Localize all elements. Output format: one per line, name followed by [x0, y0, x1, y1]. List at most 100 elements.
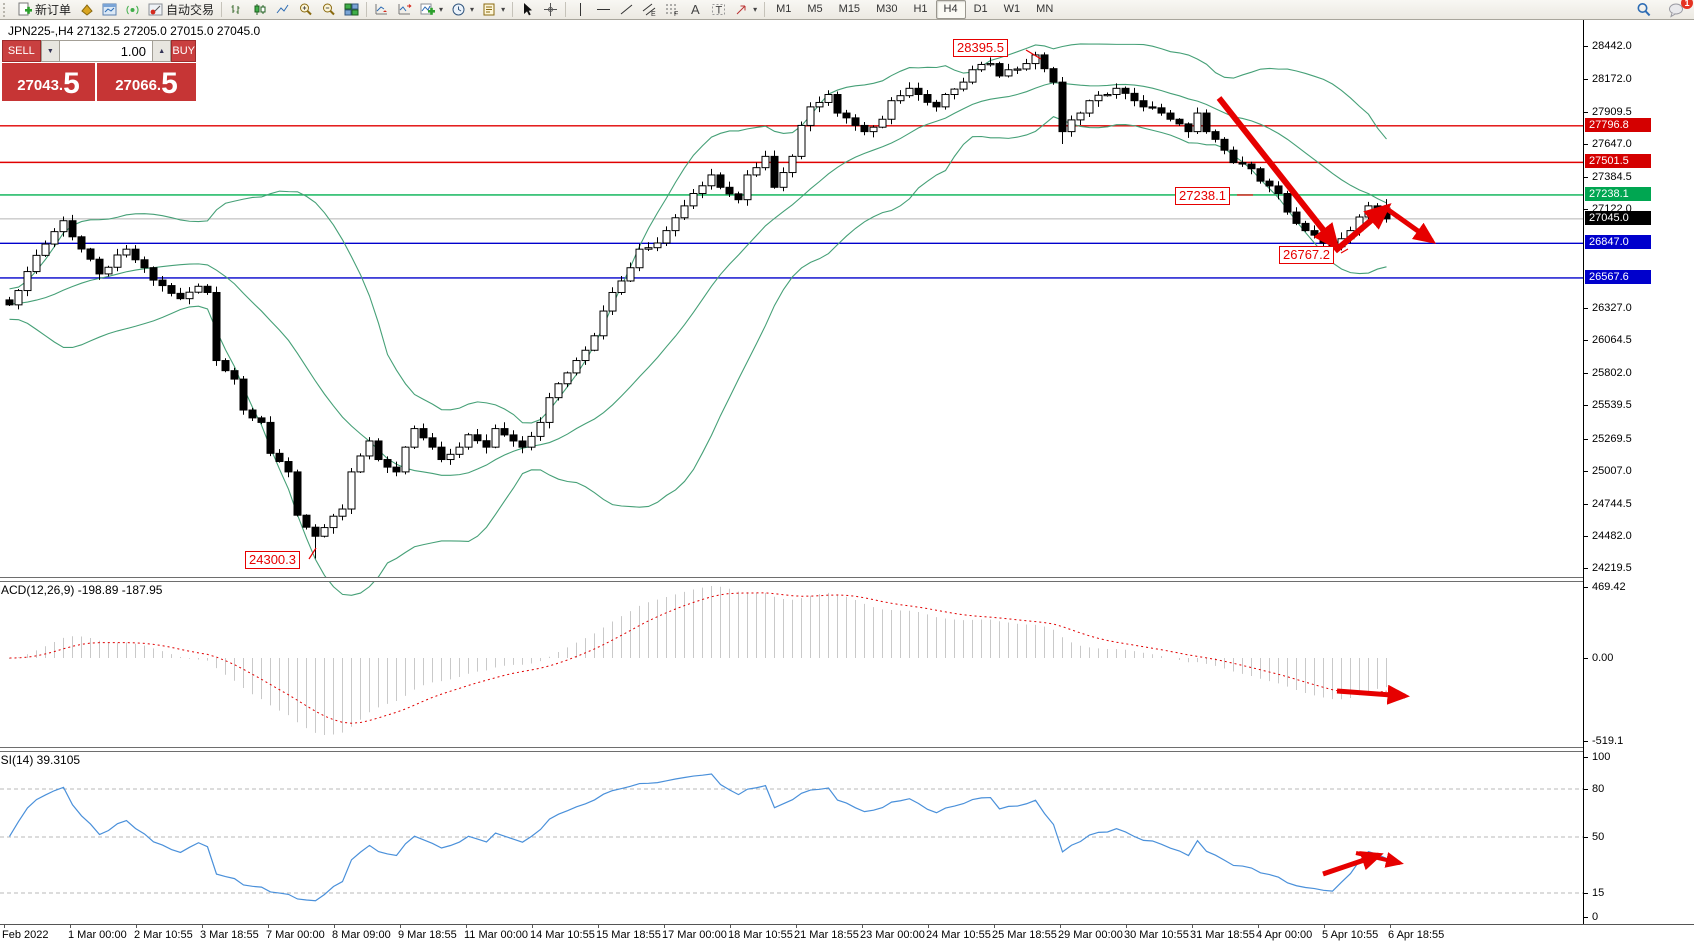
line-chart-button[interactable] — [271, 0, 294, 20]
new-order-button[interactable]: 新订单 — [13, 0, 75, 20]
macd-pane-separator[interactable] — [0, 577, 1694, 582]
timeframe-m15[interactable]: M15 — [838, 3, 861, 15]
cursor-icon — [524, 3, 533, 16]
crosshair-tool-button[interactable] — [539, 0, 562, 20]
candlestick-chart-button[interactable] — [248, 0, 271, 20]
level-axis-label: 26567.6 — [1585, 270, 1651, 284]
time-axis[interactable]: Feb 2022 1 Mar 00:00 2 Mar 10:55 3 Mar 18:5… — [0, 924, 1694, 944]
bear-candle — [275, 452, 284, 463]
timeframe-m5[interactable]: M5 — [807, 3, 823, 15]
macd-arrow — [1336, 684, 1410, 705]
bear-candle — [86, 248, 95, 260]
signals-button[interactable] — [121, 0, 144, 20]
text-label-icon: T — [712, 4, 726, 17]
styler-button[interactable] — [75, 0, 98, 20]
trendline-icon — [620, 4, 633, 15]
sell-price-display[interactable]: 27043. 5 — [2, 63, 95, 101]
bear-candle — [1121, 87, 1130, 94]
bull-candle — [635, 248, 644, 269]
auto-scroll-icon — [375, 4, 388, 15]
notification-badge: 1 — [1681, 0, 1693, 9]
bull-candle — [752, 167, 761, 176]
timeframe-mn[interactable]: MN — [1036, 3, 1054, 15]
bull-candle — [878, 118, 887, 128]
time-axis-tickmark — [532, 925, 533, 928]
bull-candle — [338, 508, 347, 517]
time-axis-label: 14 Mar 10:55 — [530, 929, 595, 941]
annotation-swing-low-price[interactable]: 26767.2 — [1279, 246, 1334, 264]
rsi-arrow-right — [1355, 851, 1404, 868]
templates-button[interactable]: ▾ — [478, 0, 509, 20]
buy-price-display[interactable]: 27066. 5 — [97, 63, 196, 101]
bull-candle — [1103, 94, 1112, 97]
channel-tool-button[interactable]: E — [638, 0, 661, 20]
arrows-tool-icon — [736, 5, 746, 15]
bear-candle — [1229, 149, 1238, 164]
bar-chart-button[interactable] — [225, 0, 248, 20]
auto-scroll-button[interactable] — [370, 0, 393, 20]
y-axis-label: 25539.5 — [1592, 399, 1632, 411]
add-indicator-button[interactable]: ▾ — [416, 0, 447, 20]
bear-candle — [1211, 131, 1220, 140]
price-scale[interactable]: 28442.0 28172.0 27909.5 27647.0 27384.5 27122… — [1583, 20, 1694, 924]
y-axis-label: 26327.0 — [1592, 302, 1632, 314]
annotation-peak-price[interactable]: 28395.5 — [953, 39, 1008, 57]
bull-candle — [113, 254, 122, 268]
annotation-bottom-price[interactable]: 24300.3 — [245, 551, 300, 569]
level-axis-label: 27238.1 — [1585, 187, 1651, 201]
rsi-pane-separator[interactable] — [0, 747, 1694, 752]
search-button[interactable] — [1632, 0, 1656, 20]
timeframe-m30[interactable]: M30 — [876, 3, 898, 15]
horizontal-line-tool-button[interactable] — [592, 0, 615, 20]
macd-axis-tickmark — [1584, 658, 1588, 659]
bar-chart-icon — [231, 5, 240, 14]
bull-candle — [401, 446, 410, 473]
main-chart-canvas[interactable] — [0, 20, 1694, 944]
toolbar-grip[interactable] — [3, 2, 10, 17]
bull-candle — [41, 243, 50, 256]
tile-windows-icon — [344, 3, 359, 16]
buy-button[interactable]: BUY — [171, 40, 197, 62]
macd-axis-label: -519.1 — [1592, 735, 1624, 747]
bull-candle — [761, 155, 770, 169]
one-click-trading-panel: SELL ▼ ▲ BUY 27043.5 27066.5 — [2, 40, 197, 101]
time-axis-label: Feb 2022 — [2, 929, 49, 941]
fibonacci-tool-button[interactable]: F — [661, 0, 684, 20]
volume-decrease-button[interactable]: ▼ — [40, 40, 60, 62]
bull-candle — [653, 242, 662, 249]
timeframe-h1[interactable]: H1 — [913, 3, 928, 15]
time-axis-label: 23 Mar 00:00 — [860, 929, 925, 941]
zoom-out-button[interactable] — [317, 0, 340, 20]
periods-button[interactable]: ▾ — [447, 0, 478, 20]
auto-trading-button[interactable]: 自动交易 — [144, 0, 218, 20]
zoom-in-button[interactable] — [294, 0, 317, 20]
chart-shift-button[interactable] — [393, 0, 416, 20]
arrows-tool-button[interactable]: ▾ — [730, 0, 761, 20]
sell-button[interactable]: SELL — [2, 40, 41, 62]
timeframe-m1[interactable]: M1 — [776, 3, 792, 15]
text-label-tool-button[interactable]: T — [707, 0, 730, 20]
arrows-tool-caret: ▾ — [753, 5, 758, 14]
cursor-tool-button[interactable] — [516, 0, 539, 20]
chat-button[interactable]: 1 — [1664, 0, 1693, 20]
vertical-line-tool-button[interactable] — [569, 0, 592, 20]
timeframe-d1[interactable]: D1 — [973, 3, 988, 15]
bull-candle — [599, 310, 608, 337]
text-tool-button[interactable]: A — [684, 0, 707, 20]
bear-candle — [1202, 112, 1211, 133]
timeframe-h4[interactable]: H4 — [935, 0, 966, 19]
bull-candle — [410, 428, 419, 448]
annotation-resistance-price[interactable]: 27238.1 — [1175, 187, 1230, 205]
bull-candle — [365, 440, 374, 457]
bull-candle — [743, 174, 752, 201]
timeframe-w1[interactable]: W1 — [1003, 3, 1021, 15]
tile-windows-button[interactable] — [340, 0, 363, 20]
trendline-tool-button[interactable] — [615, 0, 638, 20]
annotation-connector — [1340, 248, 1349, 254]
volume-input[interactable] — [60, 40, 152, 62]
bear-candle — [932, 101, 941, 108]
bull-candle — [464, 434, 473, 448]
volume-increase-button[interactable]: ▲ — [152, 40, 172, 62]
market-watch-button[interactable] — [98, 0, 121, 20]
bull-candle — [194, 285, 203, 293]
